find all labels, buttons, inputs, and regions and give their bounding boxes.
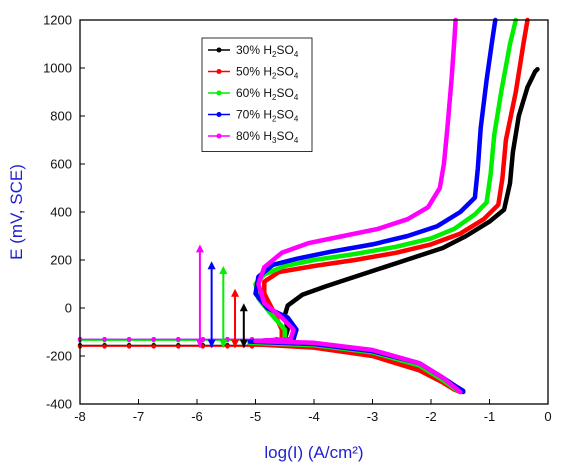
y-axis-title: E (mV, SCE)	[7, 164, 26, 260]
arrow-70-up-head	[207, 261, 216, 270]
series-50-marker	[225, 344, 230, 349]
arrow-80-down-head	[195, 339, 204, 348]
legend-marker-80	[216, 133, 222, 139]
legend-label-80: 80% H3SO4	[236, 129, 299, 145]
x-tick-label: -2	[425, 409, 437, 424]
x-tick-label: -5	[250, 409, 262, 424]
y-tick-label: 400	[50, 205, 72, 220]
legend-label-60: 60% H2SO4	[236, 86, 299, 102]
corrosion-arrows	[195, 244, 248, 348]
x-tick-label: -6	[191, 409, 203, 424]
legend-label-70: 70% H2SO4	[236, 108, 299, 124]
y-tick-label: 200	[50, 253, 72, 268]
x-tick-label: 0	[544, 409, 551, 424]
x-axis-ticks: -8 -7 -6 -5 -4 -3 -2 -1 0	[74, 399, 552, 424]
y-tick-label: 1000	[43, 61, 72, 76]
series-curves	[77, 17, 540, 395]
legend-marker-50	[216, 69, 222, 74]
x-axis-title: log(I) (A/cm²)	[264, 443, 363, 462]
series-50-marker	[176, 344, 181, 349]
y-tick-label: 800	[50, 109, 72, 124]
x-tick-label: -1	[484, 409, 496, 424]
y-tick-label: 600	[50, 157, 72, 172]
arrow-80-up-head	[195, 244, 204, 253]
x-tick-label: -4	[308, 409, 320, 424]
arrow-30-down-head	[239, 339, 248, 348]
x-tick-label: -7	[133, 409, 145, 424]
arrow-60-up-head	[219, 266, 228, 274]
y-tick-label: 1200	[43, 13, 72, 28]
series-50-marker	[151, 344, 156, 349]
series-80-anodic	[256, 17, 458, 342]
y-tick-label: -400	[46, 397, 72, 412]
arrow-70-down-head	[207, 339, 216, 348]
x-tick-label: -3	[367, 409, 379, 424]
y-tick-label: -200	[46, 349, 72, 364]
series-80-cathodic	[253, 336, 463, 395]
legend-label-30: 30% H2SO4	[236, 43, 299, 59]
series-80-marker	[126, 337, 132, 342]
series-80-marker	[102, 337, 107, 342]
series-50-anodic	[262, 17, 530, 342]
arrow-60-down-head	[219, 339, 228, 348]
y-tick-label: 0	[65, 301, 72, 316]
arrow-50-up-head	[231, 288, 240, 297]
legend-marker-70	[216, 112, 222, 117]
series-50-marker	[102, 344, 107, 349]
legend-marker-60	[216, 90, 222, 96]
series-80-marker	[151, 337, 156, 342]
arrow-30-up-head	[239, 303, 248, 312]
legend: 30% H2SO4 50% H2SO4 60% H2SO4 70% H2SO4 80% …	[201, 37, 313, 152]
arrow-50-down-head	[231, 339, 240, 348]
x-tick-label: -8	[74, 409, 86, 424]
series-80-marker	[176, 337, 181, 342]
legend-marker-30	[216, 47, 222, 53]
legend-label-50: 50% H2SO4	[236, 65, 299, 81]
y-axis-ticks: -400 -200 0 200 400 600 800 1000 1200	[43, 13, 85, 412]
series-50-marker	[126, 344, 132, 349]
series-30-anodic	[282, 66, 540, 342]
series-50-marker	[200, 344, 206, 349]
